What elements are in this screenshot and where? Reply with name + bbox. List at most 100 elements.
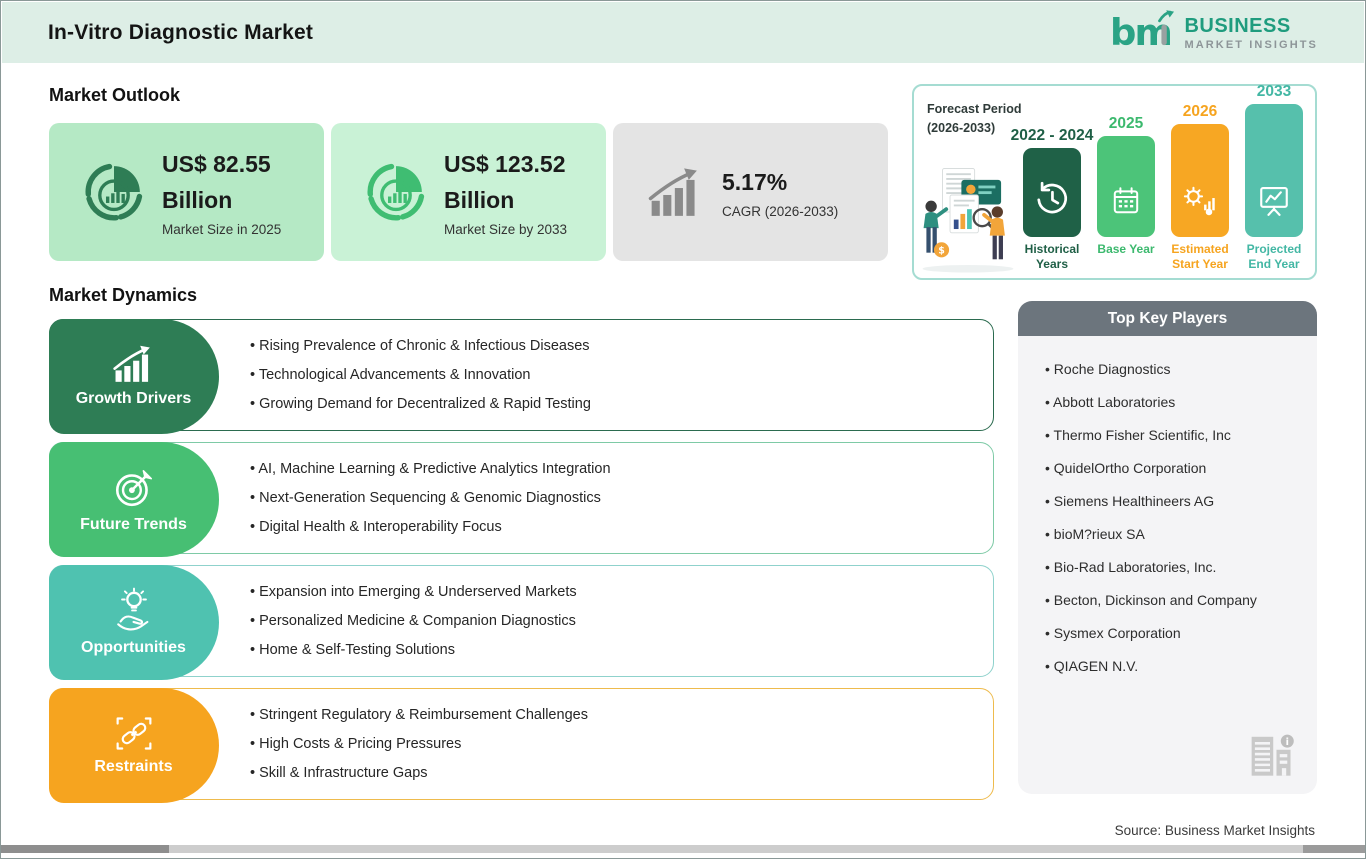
analysts-illustration: $ (916, 166, 1020, 276)
key-player-item: Roche Diagnostics (1045, 361, 1297, 377)
key-player-item: QuidelOrtho Corporation (1045, 460, 1297, 476)
presentation-board-icon (1257, 183, 1291, 217)
forecast-bar-label: Historical Years (1024, 242, 1080, 271)
lightbulb-hand-icon (113, 587, 155, 633)
stat-text: 5.17% CAGR (2026-2033) (722, 165, 887, 219)
forecast-title: Forecast Period (2026-2033) (927, 100, 1021, 138)
page-title: In-Vitro Diagnostic Market (48, 20, 314, 44)
dynamics-row-growth-drivers: Growth Drivers Rising Prevalence of Chron… (48, 318, 994, 434)
forecast-bar-label: Estimated Start Year (1171, 242, 1229, 271)
stat-value: US$ 123.52 Billion (444, 151, 566, 213)
growth-arrow-icon (112, 344, 156, 384)
growth-arrow-icon (647, 166, 705, 218)
bullet-item: High Costs & Pricing Pressures (250, 736, 977, 752)
svg-text:$: $ (938, 246, 945, 257)
forecast-bar-year: 2025 (1108, 115, 1144, 132)
bullet-item: Expansion into Emerging & Underserved Ma… (250, 584, 977, 600)
svg-text:i: i (1286, 737, 1289, 748)
stat-text: US$ 82.55 Billion Market Size in 2025 (162, 147, 327, 236)
forecast-bar-year: 2022 - 2024 (1010, 127, 1094, 144)
forecast-title-line1: Forecast Period (927, 102, 1022, 116)
forecast-bar-column: 2033 Projected End Year (1241, 83, 1307, 272)
forecast-bars: 2022 - 2024 Historical Years 2025 Base Ye… (1011, 83, 1307, 272)
key-player-item: Siemens Healthineers AG (1045, 493, 1297, 509)
dynamics-label: Growth Drivers (75, 389, 192, 407)
dynamics-label: Restraints (94, 757, 173, 775)
key-player-item: Sysmex Corporation (1045, 625, 1297, 641)
dynamics-row-future-trends: Future Trends AI, Machine Learning & Pred… (48, 441, 994, 557)
forecast-bar-column: 2025 Base Year (1093, 115, 1159, 272)
page-header: In-Vitro Diagnostic Market bm BUSINESS M… (2, 2, 1364, 63)
forecast-bar-label: Projected End Year (1246, 242, 1302, 271)
brand-logo: bm BUSINESS MARKET INSIGHTS (1111, 10, 1318, 55)
bullet-item: Digital Health & Interoperability Focus (250, 519, 977, 535)
forecast-title-line2: (2026-2033) (927, 120, 996, 135)
dynamics-label: Future Trends (80, 516, 187, 533)
forecast-bar-year: 2033 (1256, 83, 1292, 100)
stat-label: Market Size by 2033 (444, 221, 568, 237)
key-player-item: Bio-Rad Laboratories, Inc. (1045, 559, 1297, 575)
horizontal-scrollbar-thumb[interactable] (1, 845, 169, 853)
forecast-bar-label: Base Year (1097, 242, 1155, 256)
dynamics-bullets: Expansion into Emerging & Underserved Ma… (250, 566, 977, 676)
horizontal-scrollbar-track[interactable] (1, 845, 1365, 853)
market-dynamics-heading: Market Dynamics (49, 285, 198, 305)
bullet-item: Technological Advancements & Innovation (250, 367, 977, 383)
gear-chart-icon (1182, 184, 1218, 217)
bullet-item: Growing Demand for Decentralized & Rapid… (250, 396, 977, 412)
key-players-heading: Top Key Players (1018, 301, 1317, 336)
stat-card: US$ 82.55 Billion Market Size in 2025 (49, 123, 324, 261)
dynamics-label-block: Opportunities (48, 564, 219, 680)
bullet-item: Stringent Regulatory & Reimbursement Cha… (250, 707, 977, 723)
history-clock-icon (1034, 181, 1070, 217)
dynamics-row-opportunities: Opportunities Expansion into Emerging & U… (48, 564, 994, 680)
key-player-item: Becton, Dickinson and Company (1045, 592, 1297, 608)
bmi-logo-icon: bm (1111, 10, 1175, 55)
forecast-bar (1171, 124, 1229, 237)
bullet-item: AI, Machine Learning & Predictive Analyt… (250, 461, 977, 477)
key-player-item: bioM?rieux SA (1045, 526, 1297, 542)
forecast-period-card: Forecast Period (2026-2033) (912, 83, 1317, 280)
donut-chart-icon (83, 161, 145, 223)
bullet-item: Home & Self-Testing Solutions (250, 642, 977, 658)
forecast-bar (1245, 104, 1303, 237)
logo-line1: BUSINESS (1184, 14, 1291, 37)
forecast-bar-column: 2022 - 2024 Historical Years (1011, 127, 1094, 272)
forecast-bar (1097, 136, 1155, 237)
bullet-item: Rising Prevalence of Chronic & Infectiou… (250, 338, 977, 354)
target-icon (111, 464, 157, 510)
stat-card: US$ 123.52 Billion Market Size by 2033 (331, 123, 606, 261)
stat-value: US$ 82.55 Billion (162, 151, 271, 213)
logo-line2: MARKET INSIGHTS (1184, 38, 1318, 51)
key-players-list: Roche Diagnostics Abbott Laboratories Ther… (1018, 336, 1317, 794)
horizontal-scrollbar-thumb-right[interactable] (1303, 845, 1365, 853)
dynamics-label-block: Growth Drivers (48, 318, 219, 434)
market-outlook-heading: Market Outlook (49, 85, 181, 105)
forecast-bar-column: 2026 Estimated Start Year (1167, 103, 1233, 272)
forecast-bar-year: 2026 (1182, 103, 1218, 120)
stat-label: CAGR (2026-2033) (722, 203, 839, 219)
dynamics-label-block: Restraints (48, 687, 219, 803)
stat-value: 5.17% (722, 169, 788, 196)
key-player-item: Thermo Fisher Scientific, Inc (1045, 427, 1297, 443)
dynamics-bullets: Rising Prevalence of Chronic & Infectiou… (250, 320, 977, 430)
dynamics-label-block: Future Trends (48, 441, 219, 557)
forecast-bar (1023, 148, 1081, 237)
bullet-item: Personalized Medicine & Companion Diagno… (250, 613, 977, 629)
chain-link-icon (114, 715, 154, 752)
logo-text: BUSINESS MARKET INSIGHTS (1184, 15, 1318, 51)
bullet-item: Skill & Infrastructure Gaps (250, 765, 977, 781)
building-info-icon: i (1243, 726, 1297, 780)
calendar-icon (1110, 185, 1142, 217)
stat-label: Market Size in 2025 (162, 221, 282, 237)
key-player-item: Abbott Laboratories (1045, 394, 1297, 410)
dynamics-bullets: AI, Machine Learning & Predictive Analyt… (250, 443, 977, 553)
stat-cards-row: US$ 82.55 Billion Market Size in 2025 US$… (49, 123, 888, 261)
stat-text: US$ 123.52 Billion Market Size by 2033 (444, 147, 609, 236)
stat-card: 5.17% CAGR (2026-2033) (613, 123, 888, 261)
dynamics-row-restraints: Restraints Stringent Regulatory & Reimbur… (48, 687, 994, 803)
donut-chart-icon (365, 161, 427, 223)
key-player-item: QIAGEN N.V. (1045, 658, 1297, 674)
top-key-players-panel: Top Key Players Roche Diagnostics Abbott … (1018, 301, 1317, 794)
